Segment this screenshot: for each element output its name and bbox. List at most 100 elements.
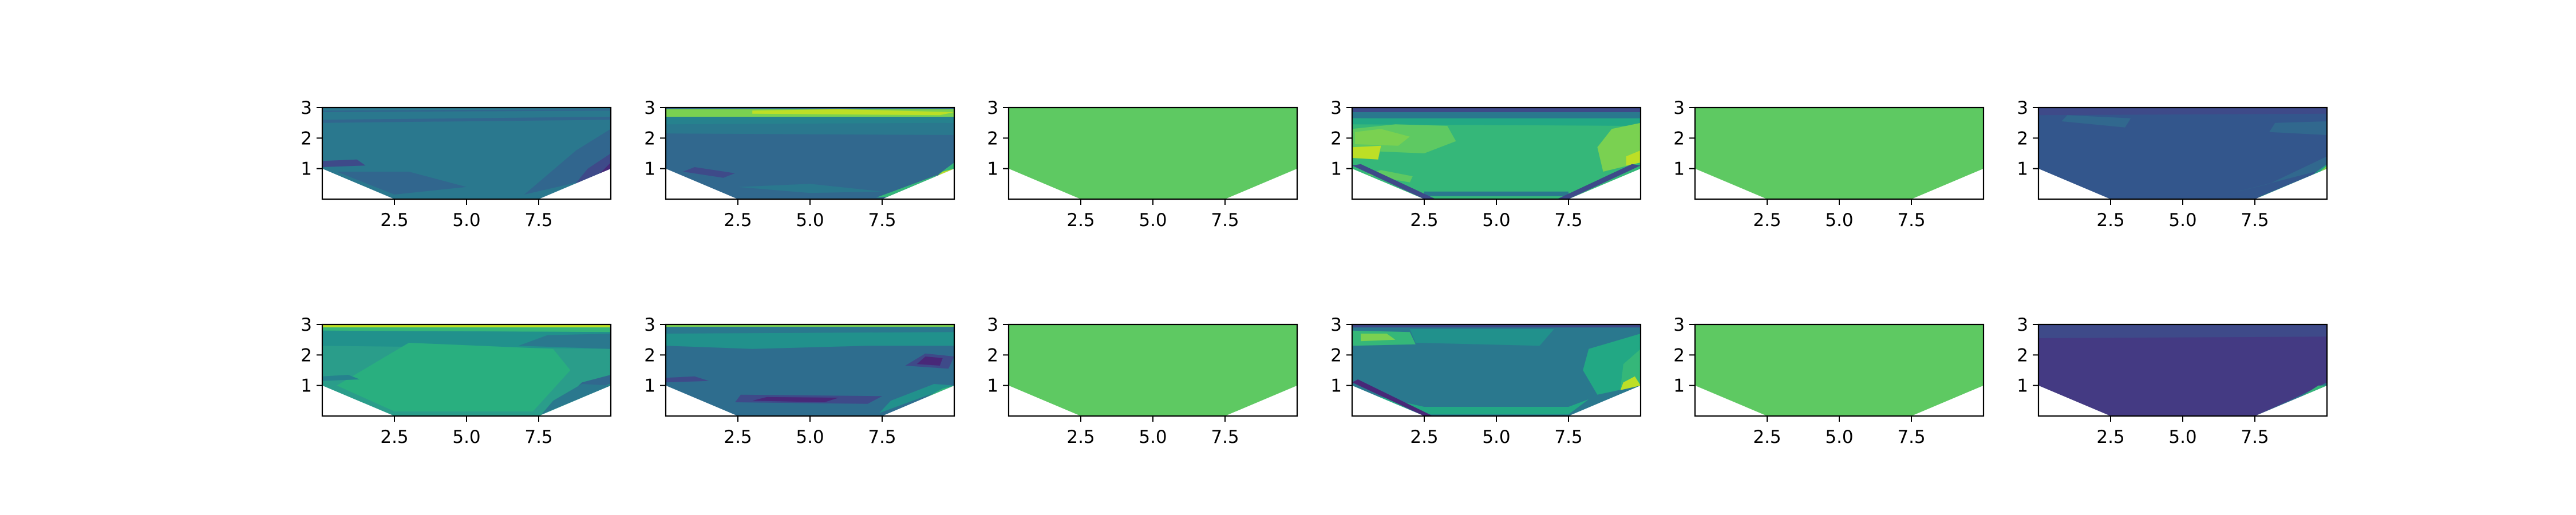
y-tick-label: 1 (301, 376, 312, 397)
contour-level (322, 324, 611, 328)
contour-level (518, 334, 611, 349)
contour-level (542, 384, 611, 415)
y-tick-label: 2 (644, 128, 655, 149)
contour-fill-group (322, 108, 611, 199)
contour-fill-group (322, 324, 611, 416)
x-tick-label: 2.5 (1753, 427, 1781, 447)
x-tick-label: 7.5 (868, 210, 896, 231)
contour-panel: 1 2 3 2.5 5.0 7.5 (1330, 98, 1642, 231)
contour-level (752, 109, 954, 116)
contour-level (879, 384, 954, 413)
y-tick-label: 1 (2017, 159, 2028, 180)
contour-level (322, 375, 360, 381)
contour-panel: 1 2 3 2.5 5.0 7.5 (1330, 315, 1642, 447)
x-tick-label: 5.0 (796, 210, 824, 231)
contour-panel: 1 2 3 2.5 5.0 7.5 (644, 98, 955, 231)
x-tick-label: 5.0 (2168, 210, 2196, 231)
contour-level (666, 332, 954, 349)
x-tick-label: 7.5 (2241, 210, 2269, 231)
contour-level (570, 153, 611, 190)
contour-panel: 1 2 3 2.5 5.0 7.5 (301, 315, 612, 447)
x-tick-label: 7.5 (1897, 210, 1925, 231)
contour-level (752, 397, 839, 402)
x-tick-label: 2.5 (2096, 427, 2124, 447)
x-tick-label: 7.5 (524, 210, 552, 231)
contour-level (1409, 329, 1554, 346)
contour-panel: 1 2 3 2.5 5.0 7.5 (1673, 315, 1985, 447)
y-tick-label: 1 (987, 376, 998, 397)
contour-fill-group (1695, 324, 1984, 416)
contour-level (666, 117, 954, 125)
contour-level (1361, 334, 1396, 342)
y-tick-label: 3 (301, 315, 312, 335)
x-tick-label: 2.5 (380, 427, 408, 447)
y-tick-label: 3 (987, 315, 998, 335)
x-tick-label: 2.5 (1066, 427, 1095, 447)
contour-level (2269, 121, 2327, 135)
contour-panel: 1 2 3 2.5 5.0 7.5 (644, 315, 955, 447)
contour-level (1352, 112, 1641, 120)
contour-panel: 1 2 3 2.5 5.0 7.5 (987, 98, 1298, 231)
contour-level (916, 356, 943, 366)
x-tick-label: 2.5 (380, 210, 408, 231)
contour-level (1352, 108, 1641, 112)
contour-level (1364, 393, 1589, 415)
contour-fill-group (2038, 108, 2327, 199)
contour-base-fill (1695, 324, 1984, 416)
contour-panel: 1 2 3 2.5 5.0 7.5 (301, 98, 612, 231)
contour-fill-group (1352, 324, 1641, 416)
contour-level (738, 184, 882, 193)
x-tick-label: 2.5 (724, 427, 752, 447)
contour-fill-group (2038, 324, 2327, 416)
y-tick-label: 3 (1673, 98, 1685, 118)
y-tick-label: 2 (1330, 128, 1342, 149)
x-tick-label: 5.0 (796, 427, 824, 447)
x-tick-label: 7.5 (1554, 210, 1582, 231)
y-tick-label: 1 (1673, 376, 1685, 397)
x-tick-label: 7.5 (2241, 427, 2269, 447)
x-tick-label: 7.5 (868, 427, 896, 447)
contour-fill-group (666, 108, 954, 199)
contour-level (2038, 108, 2327, 116)
y-tick-label: 1 (644, 376, 655, 397)
x-tick-label: 2.5 (1410, 427, 1438, 447)
y-tick-label: 3 (987, 98, 998, 118)
contour-level (666, 376, 709, 383)
contour-fill-group (666, 324, 954, 416)
contour-level (683, 167, 735, 178)
contour-fill-group (1009, 324, 1297, 416)
contour-level (1352, 164, 1436, 199)
x-tick-label: 7.5 (1897, 427, 1925, 447)
contour-fill-group (1009, 108, 1297, 199)
x-tick-label: 7.5 (1211, 427, 1239, 447)
contour-base-fill (1695, 108, 1984, 199)
contour-level (322, 327, 611, 332)
y-tick-label: 2 (301, 345, 312, 366)
y-tick-label: 3 (644, 315, 655, 335)
contour-base-fill (1009, 324, 1297, 416)
y-tick-label: 3 (1673, 315, 1685, 335)
y-tick-label: 2 (2017, 345, 2028, 366)
contour-level (666, 121, 954, 135)
x-tick-label: 2.5 (724, 210, 752, 231)
contour-level (2038, 324, 2327, 338)
contour-level (337, 172, 467, 195)
y-tick-label: 1 (1330, 159, 1342, 180)
x-tick-label: 2.5 (1410, 210, 1438, 231)
contour-level (1352, 379, 1433, 416)
y-tick-label: 1 (1673, 159, 1685, 180)
x-tick-label: 5.0 (1482, 427, 1510, 447)
y-tick-label: 3 (301, 98, 312, 118)
x-tick-label: 2.5 (2096, 210, 2124, 231)
y-tick-label: 2 (644, 345, 655, 366)
y-tick-label: 1 (644, 159, 655, 180)
y-tick-label: 2 (987, 345, 998, 366)
contour-level (1352, 145, 1381, 160)
y-tick-label: 1 (1330, 376, 1342, 397)
contour-level (1424, 191, 1568, 196)
contour-panel: 1 2 3 2.5 5.0 7.5 (1673, 98, 1985, 231)
contour-level (666, 327, 954, 334)
contour-panel: 1 2 3 2.5 5.0 7.5 (2017, 315, 2328, 447)
y-tick-label: 3 (1330, 98, 1342, 118)
